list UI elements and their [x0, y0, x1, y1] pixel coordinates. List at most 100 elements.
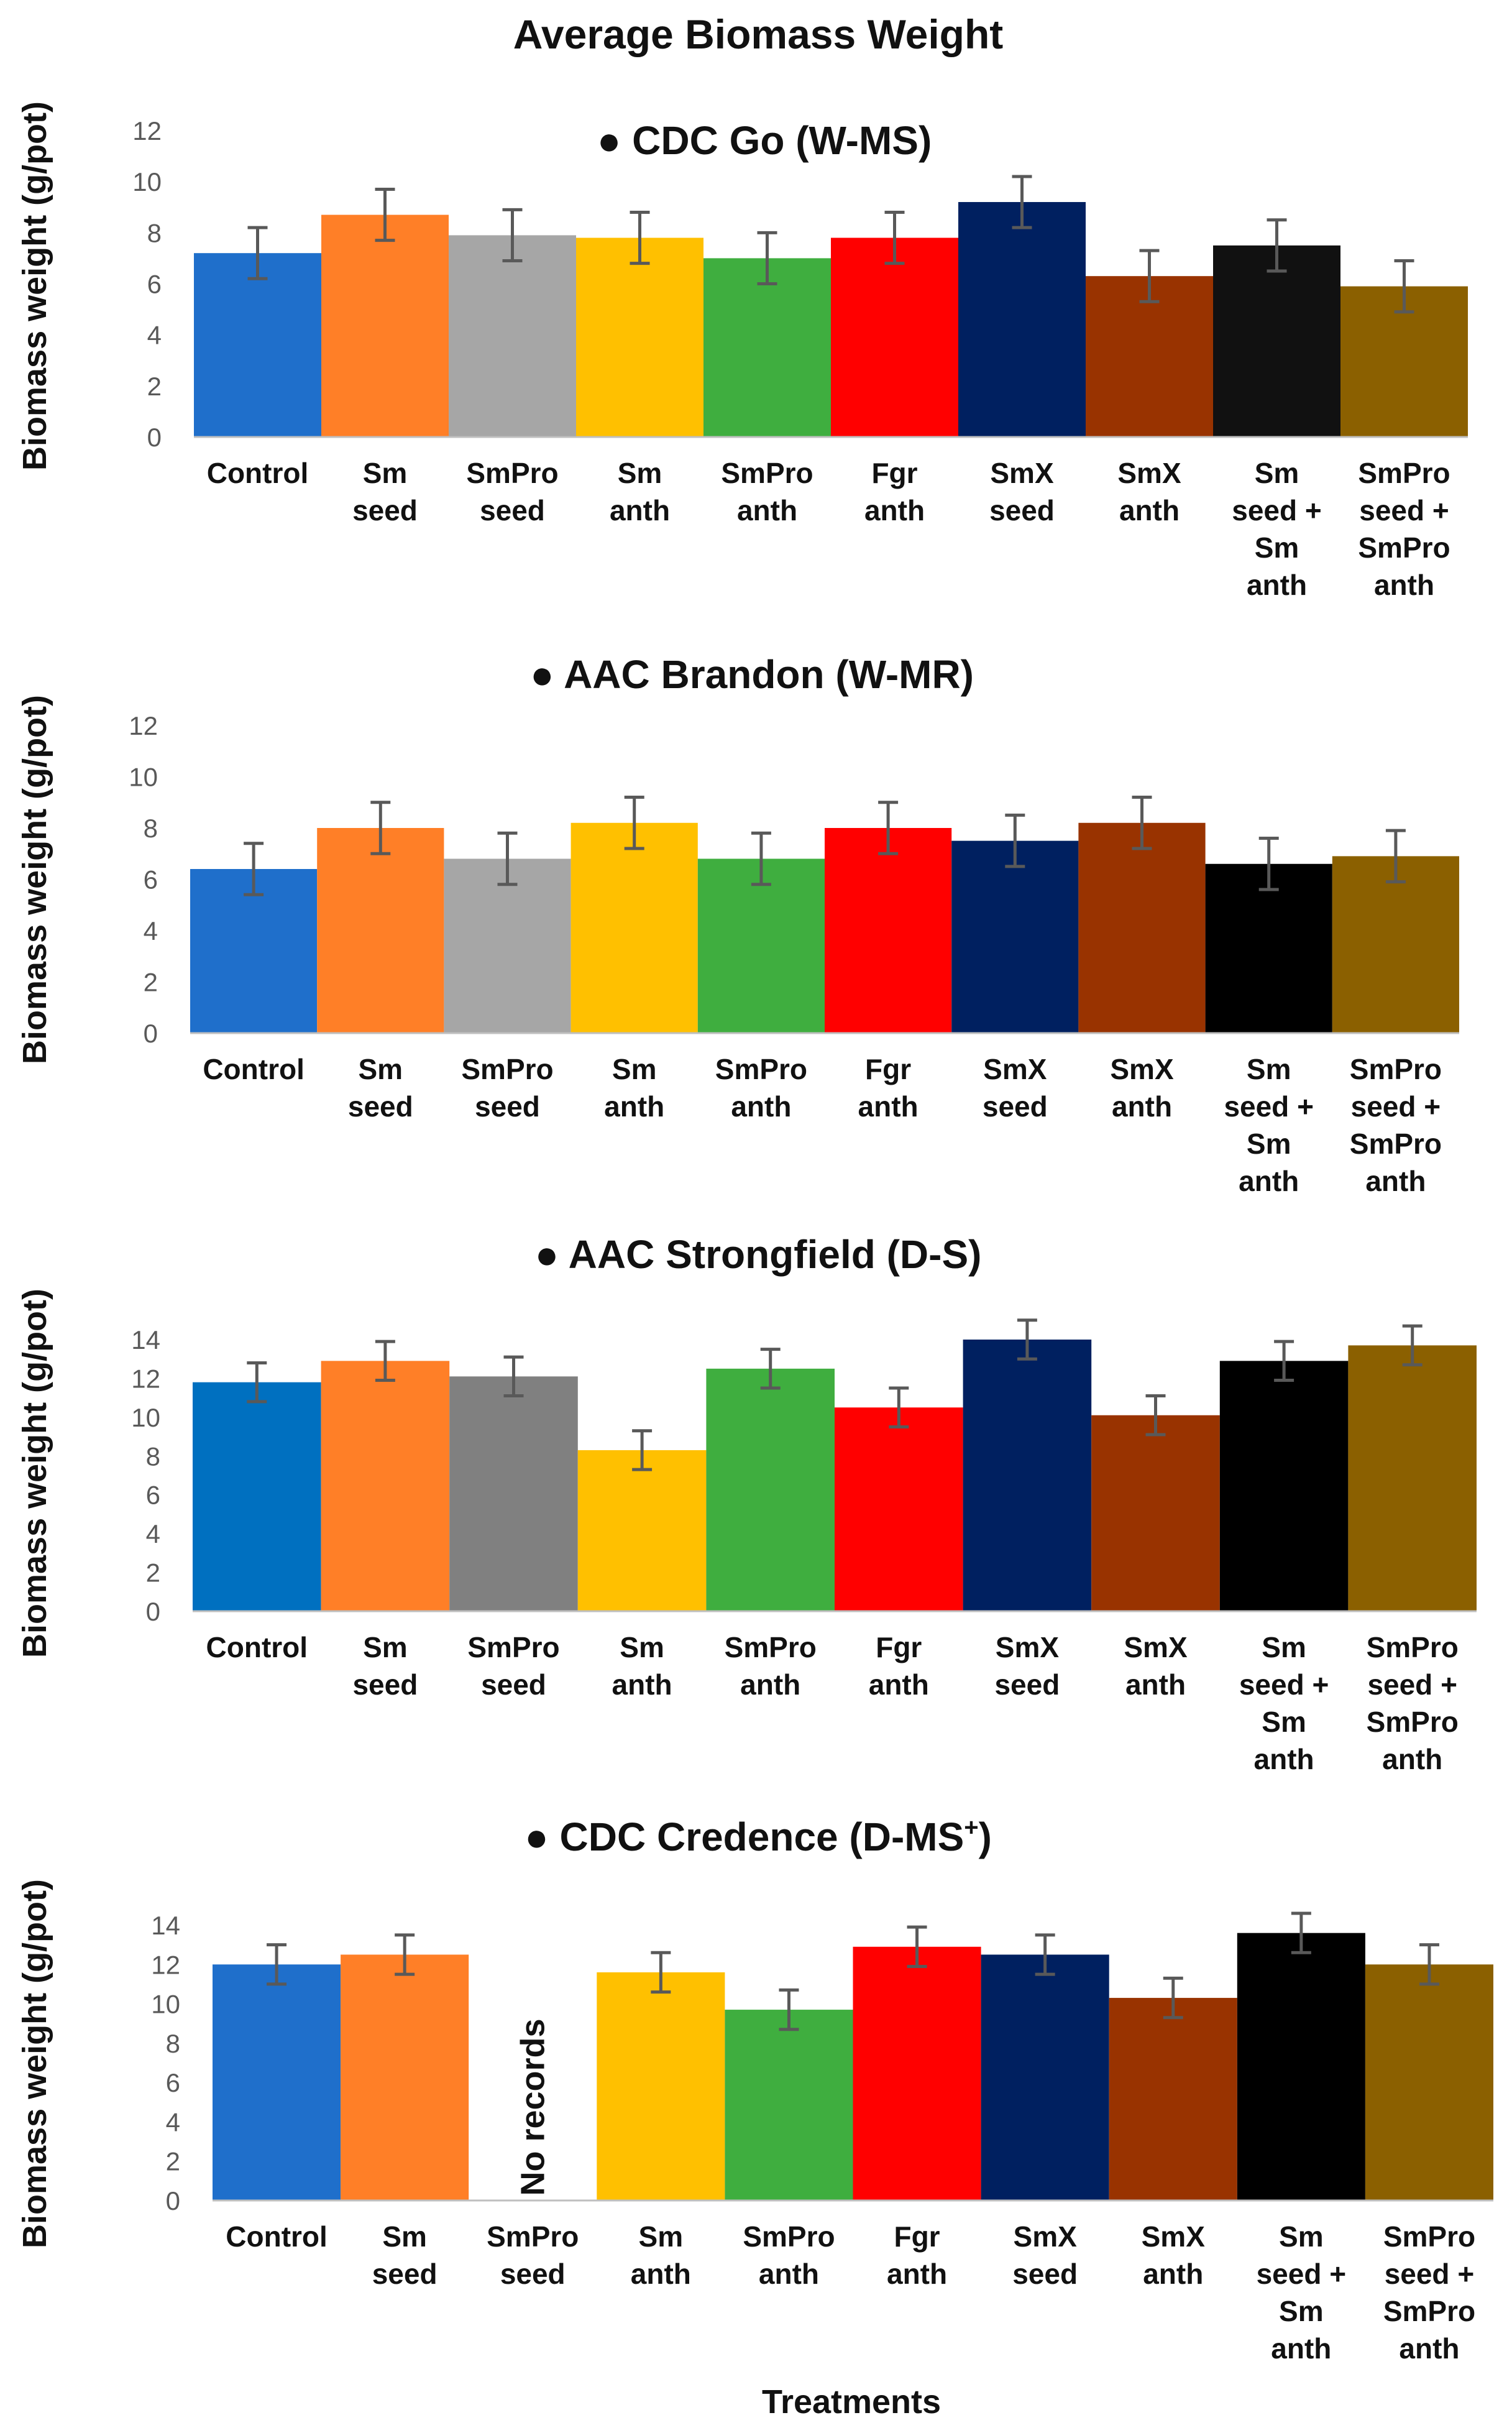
- error-bar: [1035, 1933, 1055, 1976]
- bar: [981, 1954, 1109, 2200]
- error-bar: [267, 1943, 287, 1986]
- y-tick-label: 6: [144, 865, 158, 894]
- bar: [576, 237, 703, 437]
- category-label: Control: [203, 1053, 305, 1085]
- category-label-line: SmPro: [1358, 531, 1450, 564]
- category-label-line: anth: [759, 2258, 819, 2290]
- category-label-line: Sm: [620, 1631, 664, 1663]
- bar: [706, 1368, 835, 1611]
- y-tick-label: 6: [146, 1481, 160, 1510]
- bar: [697, 858, 825, 1033]
- error-bar: [1017, 1318, 1037, 1361]
- x-axis-label: Treatments: [762, 2383, 941, 2421]
- category-label-line: SmX: [1014, 2220, 1078, 2253]
- y-tick-label: 2: [146, 1558, 160, 1588]
- category-label-line: seed +: [1385, 2258, 1475, 2290]
- category-label-line: anth: [631, 2258, 691, 2290]
- error-bar: [889, 1386, 909, 1428]
- error-bar: [760, 1348, 781, 1390]
- panel-title: ● CDC Credence (D-MS+): [525, 1814, 992, 1859]
- category-label-line: SmPro: [721, 457, 813, 489]
- category-label: SmX seed: [989, 457, 1055, 527]
- category-label: Sm seed: [348, 1053, 413, 1123]
- bar: [444, 858, 571, 1033]
- category-label-line: SmPro: [1350, 1128, 1442, 1160]
- bar: [317, 828, 444, 1033]
- category-label-line: Sm: [639, 2220, 684, 2253]
- y-axis-label: Biomass weight (g/pot): [16, 1879, 53, 2248]
- category-label-line: anth: [1399, 2332, 1459, 2365]
- category-label: Sm anth: [631, 2220, 691, 2290]
- bar: [1078, 822, 1206, 1033]
- y-tick-label: 0: [147, 423, 162, 452]
- category-label-line: Sm: [1262, 1631, 1306, 1663]
- y-tick-label: 12: [129, 711, 158, 740]
- error-bar: [1163, 1976, 1183, 2020]
- category-label: SmPro seed + SmPro anth: [1358, 457, 1450, 601]
- category-label: SmPro anth: [721, 457, 813, 527]
- category-label-line: Sm: [363, 1631, 408, 1663]
- category-label-line: anth: [610, 494, 670, 527]
- bar: [831, 237, 958, 437]
- y-tick-label: 10: [131, 1403, 160, 1432]
- error-bar: [1267, 218, 1287, 273]
- category-label-line: Sm: [1262, 1706, 1306, 1738]
- y-tick-label: 4: [146, 1519, 160, 1548]
- category-label: Sm seed + Sm anth: [1239, 1631, 1329, 1775]
- bar: [449, 235, 576, 437]
- category-label: SmPro anth: [725, 1631, 817, 1701]
- bar: [194, 253, 321, 437]
- category-label-line: SmPro: [1367, 1631, 1459, 1663]
- y-tick-label: 4: [147, 321, 162, 350]
- category-label-line: seed +: [1257, 2258, 1347, 2290]
- panel-title-superscript: +: [964, 1814, 978, 1841]
- category-label-line: seed: [480, 494, 545, 527]
- bar: [825, 828, 952, 1033]
- category-label: SmPro anth: [743, 2220, 835, 2290]
- category-label: SmX anth: [1117, 457, 1181, 527]
- category-label-line: anth: [1143, 2258, 1203, 2290]
- category-label-line: seed: [348, 1090, 413, 1123]
- category-label-line: SmPro: [1383, 2295, 1475, 2327]
- panel-cdc-go: ● CDC Go (W-MS) Biomass weight (g/pot) 0 2 4…: [16, 101, 1468, 601]
- category-label-line: Sm: [1255, 457, 1299, 489]
- panel-title: ● AAC Brandon (W-MR): [530, 652, 974, 697]
- category-label: SmPro seed + SmPro anth: [1383, 2220, 1475, 2365]
- category-label: Sm seed + Sm anth: [1224, 1053, 1314, 1197]
- category-label-line: SmPro: [1383, 2220, 1475, 2253]
- category-label-line: anth: [1125, 1668, 1186, 1701]
- error-bar: [497, 831, 518, 886]
- panel-title-text: CDC Credence (D-MS: [560, 1814, 964, 1859]
- category-label-line: SmPro: [715, 1053, 807, 1085]
- y-tick-label: 8: [144, 814, 158, 843]
- category-label-line: SmX: [1117, 457, 1181, 489]
- error-bar: [1385, 829, 1406, 884]
- y-tick-label: 4: [166, 2107, 180, 2136]
- error-bar: [1419, 1943, 1439, 1986]
- error-bar: [395, 1933, 415, 1976]
- category-label: Fgr anth: [869, 1631, 929, 1701]
- category-label-line: Sm: [1279, 2295, 1324, 2327]
- category-label-line: anth: [731, 1090, 791, 1123]
- error-bar: [1005, 813, 1025, 868]
- category-label: SmX seed: [1012, 2220, 1078, 2290]
- category-label-line: seed: [989, 494, 1055, 527]
- y-tick-label: 14: [131, 1325, 160, 1354]
- bar: [341, 1954, 469, 2200]
- category-label: SmPro seed: [461, 1053, 553, 1123]
- error-bar: [375, 1340, 395, 1382]
- bar: [570, 822, 698, 1033]
- category-label-line: Sm: [612, 1053, 657, 1085]
- bar: [1091, 1415, 1220, 1611]
- category-label-line: anth: [604, 1090, 664, 1123]
- category-label: Sm anth: [604, 1053, 664, 1123]
- category-label-line: anth: [1382, 1743, 1442, 1775]
- error-bar: [244, 842, 264, 896]
- category-label-line: seed: [1012, 2258, 1078, 2290]
- bar: [1219, 1361, 1349, 1611]
- category-label: Sm seed: [352, 1631, 418, 1701]
- panel-aac-brandon: ● AAC Brandon (W-MR) Biomass weight (g/po…: [16, 652, 1459, 1197]
- category-label-line: Control: [226, 2220, 328, 2253]
- figure-title: Average Biomass Weight: [513, 11, 1004, 57]
- bar: [951, 840, 1079, 1033]
